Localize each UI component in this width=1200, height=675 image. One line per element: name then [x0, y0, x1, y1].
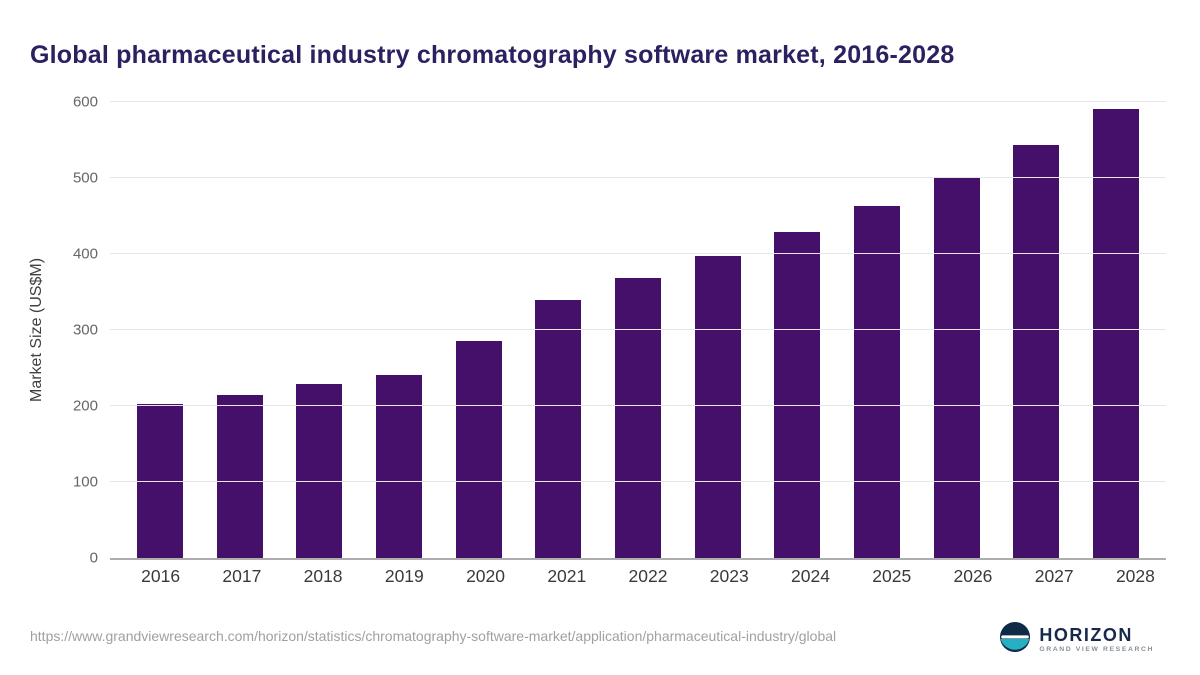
bar-column: [439, 102, 519, 558]
y-tick-label: 200: [72, 397, 98, 415]
bar-column: [758, 102, 838, 558]
gridline: [110, 177, 1166, 178]
bar-2026: [933, 177, 980, 558]
x-tick-label: 2019: [384, 566, 424, 586]
bar-2018: [296, 383, 343, 558]
chart-title: Global pharmaceutical industry chromatog…: [30, 40, 955, 69]
bar-column: [279, 102, 359, 558]
x-tick-label: 2027: [1034, 566, 1074, 586]
x-tick-label: 2025: [872, 566, 912, 586]
bar-column: [518, 102, 598, 558]
gridline: [110, 481, 1166, 483]
y-tick-label: 400: [72, 245, 98, 263]
bars: [110, 102, 1166, 558]
bar-column: [1076, 102, 1156, 558]
bar-column: [200, 102, 280, 558]
bar-2022: [614, 278, 661, 558]
y-tick-label: 300: [72, 321, 98, 339]
x-tick-label: 2028: [1115, 566, 1155, 586]
x-tick-label: 2021: [547, 566, 587, 586]
bar-column: [598, 102, 678, 558]
bar-column: [917, 102, 997, 558]
horizon-logo-icon: [1000, 622, 1031, 657]
x-tick-label: 2026: [953, 566, 993, 586]
gridline: [110, 329, 1166, 330]
logo-name: HORIZON: [1039, 624, 1133, 645]
bar-column: [997, 102, 1077, 558]
logo-subtitle: GRAND VIEW RESEARCH: [1039, 645, 1154, 653]
bar-column: [359, 102, 439, 558]
bar-column: [837, 102, 917, 558]
x-tick-label: 2020: [466, 566, 506, 586]
x-tick-label: 2016: [141, 566, 181, 586]
y-axis-labels: 0 100 200 300 400 500 600: [58, 94, 98, 567]
x-tick-label: 2024: [791, 566, 830, 586]
y-tick-label: 600: [72, 93, 98, 111]
y-axis-title: Market Size (US$M): [28, 257, 45, 403]
y-tick-label: 100: [72, 473, 98, 491]
logo-text: HORIZON GRAND VIEW RESEARCH: [1039, 626, 1154, 654]
x-tick-label: 2017: [222, 566, 262, 586]
bar-2019: [375, 374, 422, 558]
source-url: https://www.grandviewresearch.com/horizo…: [30, 628, 837, 644]
bar-2028: [1093, 108, 1140, 558]
gridline: [110, 253, 1166, 255]
x-tick-label: 2018: [303, 566, 343, 586]
y-tick-label: 500: [72, 169, 98, 187]
bar-2027: [1013, 144, 1060, 558]
bar-2025: [854, 206, 901, 558]
bar-2021: [535, 299, 582, 558]
bar-column: [678, 102, 758, 558]
gridline: [110, 405, 1166, 407]
x-tick-label: 2022: [628, 566, 668, 586]
y-tick-label: 0: [89, 549, 98, 567]
x-tick-label: 2023: [709, 566, 749, 586]
brand-logo: HORIZON GRAND VIEW RESEARCH: [1000, 622, 1154, 657]
gridline: [110, 101, 1166, 102]
bar-column: [120, 102, 200, 558]
bar-2020: [455, 340, 502, 558]
plot-area: [110, 101, 1166, 560]
bar-2024: [774, 231, 821, 558]
bar-2017: [216, 395, 263, 558]
bar-2023: [694, 256, 741, 558]
x-axis-labels: 2016 2017 2018 2019 2020 2021 2022 2023 2024 2025…: [110, 566, 1186, 587]
